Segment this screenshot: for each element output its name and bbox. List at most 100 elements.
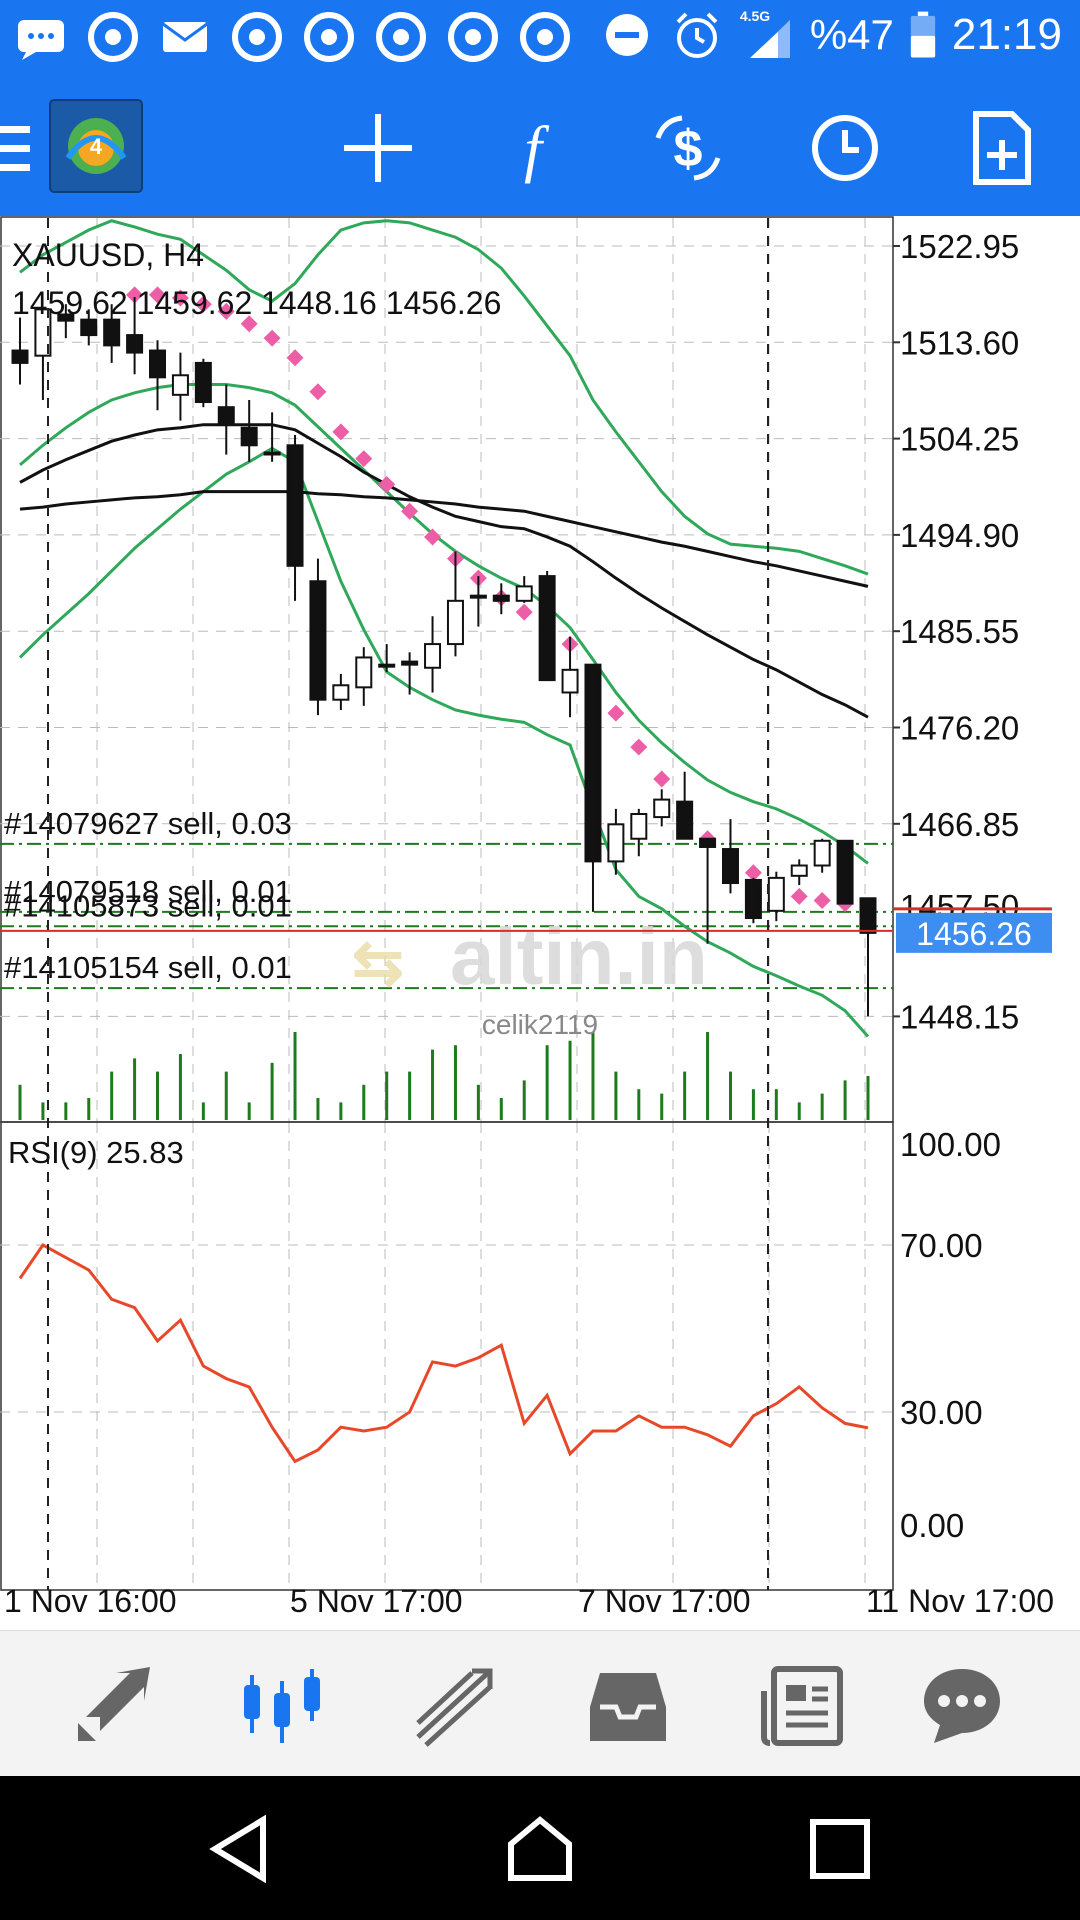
time-label: 7 Nov 17:00 bbox=[578, 1583, 751, 1619]
candle-bullish bbox=[561, 668, 579, 694]
chat-icon[interactable] bbox=[920, 1663, 1004, 1747]
recents-icon[interactable] bbox=[805, 1814, 875, 1884]
current-price-tag bbox=[896, 912, 1052, 953]
symbol-change-icon[interactable]: $ bbox=[648, 108, 728, 188]
candle-bearish bbox=[401, 660, 419, 666]
chart-canvas[interactable]: #14079627 sell, 0.03 #14079518 sell, 0.01… bbox=[0, 216, 1080, 1630]
parabolic-sar-point bbox=[424, 528, 442, 546]
price-tick-label: 1494.90 bbox=[900, 517, 1019, 554]
chrome-icon bbox=[376, 12, 426, 62]
candle-bearish bbox=[584, 663, 602, 863]
signal-icon: 4.5G bbox=[740, 8, 794, 62]
message-icon bbox=[18, 20, 64, 60]
parabolic-sar-point bbox=[263, 329, 281, 347]
chrome-icon bbox=[520, 12, 570, 62]
rsi-tick-label: 70.00 bbox=[900, 1227, 983, 1264]
indicators-icon[interactable]: f bbox=[493, 108, 573, 188]
candle-bearish bbox=[103, 318, 121, 347]
candle-bearish bbox=[492, 594, 510, 602]
parabolic-sar-point bbox=[813, 892, 831, 910]
candle-bullish bbox=[607, 823, 625, 863]
chrome-icon bbox=[232, 12, 282, 62]
candle-bearish bbox=[286, 444, 304, 567]
price-tick-label: 1504.25 bbox=[900, 421, 1019, 458]
history-icon[interactable] bbox=[586, 1663, 670, 1747]
news-icon[interactable] bbox=[760, 1663, 844, 1747]
time-axis: 1 Nov 16:00 5 Nov 17:00 7 Nov 17:00 11 Nov … bbox=[4, 1583, 1054, 1619]
candle-bullish bbox=[424, 643, 442, 669]
candle-bearish bbox=[309, 580, 327, 701]
price-tick-label: 1522.95 bbox=[900, 228, 1019, 265]
clock: 21:19 bbox=[951, 10, 1062, 59]
parabolic-sar-point bbox=[744, 864, 762, 882]
parabolic-sar-point bbox=[355, 450, 373, 468]
price-tick-label: 1513.60 bbox=[900, 324, 1019, 361]
bollinger-lower bbox=[18, 446, 870, 1038]
candle-bullish bbox=[767, 876, 785, 912]
bollinger-upper bbox=[19, 219, 869, 576]
candle-bearish bbox=[699, 837, 717, 848]
candle-bearish bbox=[194, 361, 212, 404]
candle-bearish bbox=[11, 349, 29, 364]
system-navigation-bar bbox=[0, 1776, 1080, 1920]
chart-icon[interactable] bbox=[240, 1663, 324, 1747]
ohlc-label: 1459.62 1459.62 1448.16 1456.26 bbox=[12, 285, 501, 321]
candle-bearish bbox=[217, 406, 235, 426]
time-label: 5 Nov 17:00 bbox=[290, 1583, 463, 1619]
timeframe-icon[interactable] bbox=[805, 108, 885, 188]
watermark-text: altin.in bbox=[450, 912, 708, 1001]
candle-bearish bbox=[240, 426, 258, 447]
candle-bullish bbox=[378, 663, 396, 668]
svg-text:4: 4 bbox=[90, 134, 103, 159]
candle-bullish bbox=[790, 864, 808, 877]
candle-bullish bbox=[653, 798, 671, 819]
watermark-user: celik2119 bbox=[482, 1009, 598, 1040]
toolbar: 4 f $ bbox=[0, 78, 1080, 216]
chart-area[interactable]: #14079627 sell, 0.03 #14079518 sell, 0.01… bbox=[0, 216, 1080, 1630]
parabolic-sar-point bbox=[515, 603, 533, 621]
chrome-icon bbox=[88, 12, 138, 62]
bottom-navigation bbox=[0, 1630, 1080, 1777]
menu-icon[interactable] bbox=[0, 108, 80, 188]
quotes-icon[interactable] bbox=[70, 1663, 154, 1747]
back-icon[interactable] bbox=[205, 1814, 275, 1884]
candle-bearish bbox=[80, 318, 98, 337]
price-tick-label: 1485.55 bbox=[900, 613, 1019, 650]
crosshair-icon[interactable] bbox=[338, 108, 418, 188]
status-bar: 4.5G %47 21:19 bbox=[0, 0, 1080, 78]
rsi-axis: 100.00 70.00 30.00 0.00 bbox=[900, 1126, 1001, 1544]
alarm-icon bbox=[676, 12, 718, 58]
rsi-tick-label: 30.00 bbox=[900, 1394, 983, 1431]
order-label: #14105873 sell, 0.01 bbox=[4, 888, 292, 923]
price-tick-label: 1448.15 bbox=[900, 998, 1019, 1035]
parabolic-sar-point bbox=[607, 704, 625, 722]
candle-bullish bbox=[469, 594, 487, 599]
svg-text:f: f bbox=[524, 113, 550, 184]
price-axis: 1522.95 1513.60 1504.25 1494.90 1485.55 1476.… bbox=[893, 228, 1019, 1035]
parabolic-sar-point bbox=[332, 423, 350, 441]
candle-bearish bbox=[676, 800, 694, 840]
metatrader-logo[interactable]: 4 bbox=[48, 98, 144, 194]
order-label: #14079627 sell, 0.03 bbox=[4, 806, 292, 841]
candle-bullish bbox=[630, 813, 648, 840]
chrome-icon bbox=[304, 12, 354, 62]
rsi-tick-label: 100.00 bbox=[900, 1126, 1001, 1163]
dnd-icon bbox=[605, 14, 648, 56]
chrome-icon bbox=[448, 12, 498, 62]
new-order-icon[interactable] bbox=[962, 108, 1042, 188]
rsi-line bbox=[18, 1243, 869, 1464]
parabolic-sar-point bbox=[378, 475, 396, 493]
battery-icon bbox=[910, 11, 936, 58]
rsi-tick-label: 0.00 bbox=[900, 1507, 964, 1544]
candle-bullish bbox=[355, 656, 373, 689]
candle-bearish bbox=[836, 839, 854, 905]
trade-icon[interactable] bbox=[412, 1663, 496, 1747]
candle-bullish bbox=[34, 308, 52, 357]
candle-bearish bbox=[149, 349, 167, 379]
time-label: 11 Nov 17:00 bbox=[866, 1583, 1054, 1619]
candle-bearish bbox=[126, 334, 144, 354]
candle-bearish bbox=[744, 878, 762, 920]
home-icon[interactable] bbox=[505, 1814, 575, 1884]
symbol-label: XAUUSD, H4 bbox=[12, 237, 204, 273]
parabolic-sar-point bbox=[790, 887, 808, 905]
